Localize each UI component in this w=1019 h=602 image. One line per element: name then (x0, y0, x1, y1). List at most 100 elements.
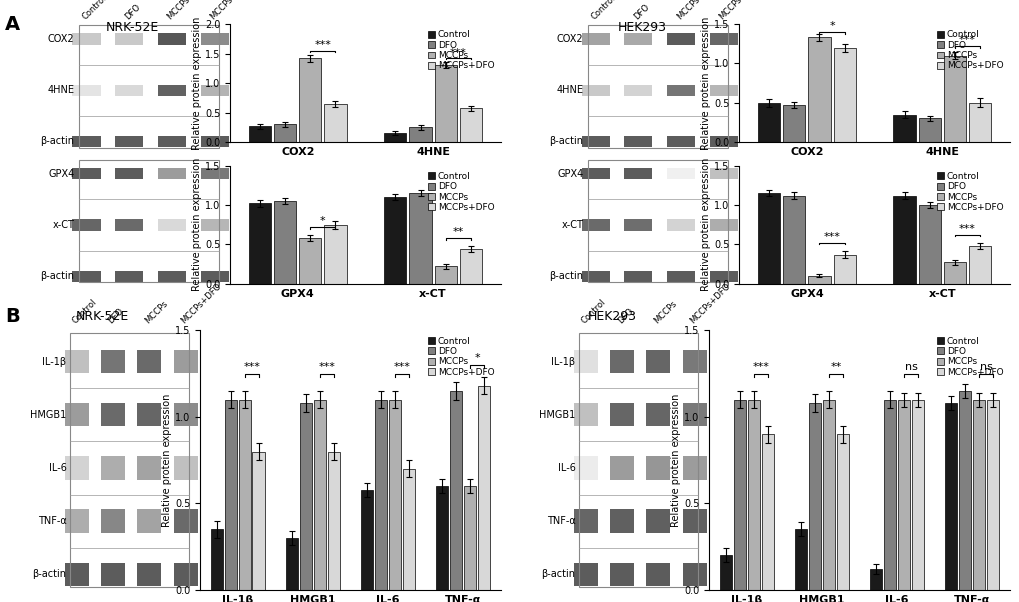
Bar (808, 276, 829, 284)
Text: Control: Control (589, 0, 616, 22)
FancyBboxPatch shape (682, 403, 706, 426)
Text: ***: *** (393, 362, 410, 372)
Bar (299, 238, 321, 284)
Text: IL-6: IL-6 (49, 463, 66, 473)
Y-axis label: Relative protein expression: Relative protein expression (701, 16, 710, 150)
FancyBboxPatch shape (646, 350, 669, 373)
FancyBboxPatch shape (158, 34, 185, 45)
FancyBboxPatch shape (158, 85, 185, 96)
FancyBboxPatch shape (72, 168, 101, 179)
Bar (943, 55, 965, 142)
FancyBboxPatch shape (158, 136, 185, 147)
Bar (757, 103, 780, 142)
FancyBboxPatch shape (72, 270, 101, 282)
Bar (918, 205, 940, 284)
FancyBboxPatch shape (624, 168, 652, 179)
Text: HEK293: HEK293 (587, 310, 636, 323)
FancyBboxPatch shape (138, 563, 161, 586)
Text: DFO: DFO (615, 306, 634, 325)
Legend: Control, DFO, MCCPs, MCCPs+DFO: Control, DFO, MCCPs, MCCPs+DFO (934, 335, 1005, 379)
Bar (434, 266, 457, 284)
Bar (958, 391, 970, 590)
Bar (893, 196, 915, 284)
Y-axis label: Relative protein expression: Relative protein expression (701, 158, 710, 291)
FancyBboxPatch shape (709, 34, 737, 45)
Bar (757, 193, 780, 284)
Bar (833, 48, 855, 142)
FancyBboxPatch shape (666, 85, 695, 96)
FancyBboxPatch shape (201, 270, 228, 282)
FancyBboxPatch shape (158, 168, 185, 179)
Text: HMGB1: HMGB1 (31, 410, 66, 420)
Text: ***: *** (318, 362, 335, 372)
FancyBboxPatch shape (666, 168, 695, 179)
FancyBboxPatch shape (646, 456, 669, 480)
Text: ***: *** (958, 36, 975, 45)
Text: DFO: DFO (106, 306, 125, 325)
FancyBboxPatch shape (101, 509, 124, 533)
Bar (285, 538, 298, 590)
FancyBboxPatch shape (72, 136, 101, 147)
Text: COX2: COX2 (556, 34, 583, 44)
Bar (324, 225, 346, 284)
Text: **: ** (829, 362, 841, 372)
Bar (918, 119, 940, 142)
Bar (986, 400, 999, 590)
Bar (460, 108, 481, 142)
Text: TNF-α: TNF-α (38, 516, 66, 526)
FancyBboxPatch shape (709, 168, 737, 179)
Text: DFO: DFO (632, 2, 650, 22)
Text: **: ** (452, 227, 464, 237)
Bar (434, 66, 457, 142)
Legend: Control, DFO, MCCPs, MCCPs+DFO: Control, DFO, MCCPs, MCCPs+DFO (934, 28, 1005, 72)
FancyBboxPatch shape (72, 219, 101, 231)
Text: MCCPs+DFO: MCCPs+DFO (208, 0, 252, 22)
FancyBboxPatch shape (624, 219, 652, 231)
Bar (274, 125, 296, 142)
Text: *: * (474, 353, 479, 363)
FancyBboxPatch shape (64, 563, 89, 586)
Bar (968, 246, 989, 284)
FancyBboxPatch shape (624, 85, 652, 96)
Bar (719, 556, 732, 590)
FancyBboxPatch shape (609, 563, 634, 586)
FancyBboxPatch shape (682, 350, 706, 373)
Y-axis label: Relative protein expression: Relative protein expression (162, 394, 172, 527)
FancyBboxPatch shape (173, 403, 198, 426)
FancyBboxPatch shape (581, 34, 609, 45)
FancyBboxPatch shape (101, 563, 124, 586)
Text: β-actin: β-actin (549, 137, 583, 146)
Y-axis label: Relative protein expression: Relative protein expression (193, 16, 202, 150)
FancyBboxPatch shape (64, 456, 89, 480)
FancyBboxPatch shape (115, 34, 143, 45)
FancyBboxPatch shape (624, 270, 652, 282)
Text: COX2: COX2 (48, 34, 74, 44)
Bar (897, 400, 909, 590)
Bar (464, 486, 476, 590)
Bar (327, 452, 339, 590)
Bar (409, 127, 431, 142)
Text: Control: Control (70, 297, 98, 325)
Text: DFO: DFO (122, 2, 142, 22)
FancyBboxPatch shape (115, 219, 143, 231)
FancyBboxPatch shape (609, 509, 634, 533)
FancyBboxPatch shape (574, 403, 597, 426)
Text: *: * (320, 216, 325, 226)
Bar (361, 489, 373, 590)
Text: ***: *** (822, 232, 840, 242)
Text: GPX4: GPX4 (48, 169, 74, 179)
FancyBboxPatch shape (624, 34, 652, 45)
FancyBboxPatch shape (666, 270, 695, 282)
Text: ***: *** (243, 362, 260, 372)
FancyBboxPatch shape (666, 219, 695, 231)
FancyBboxPatch shape (173, 350, 198, 373)
FancyBboxPatch shape (709, 219, 737, 231)
Text: ***: *** (449, 48, 466, 58)
FancyBboxPatch shape (64, 350, 89, 373)
Bar (238, 400, 251, 590)
FancyBboxPatch shape (682, 563, 706, 586)
FancyBboxPatch shape (666, 136, 695, 147)
Text: HEK293: HEK293 (618, 21, 666, 34)
Text: β-actin: β-actin (41, 137, 74, 146)
Text: 4HNE: 4HNE (48, 85, 74, 95)
